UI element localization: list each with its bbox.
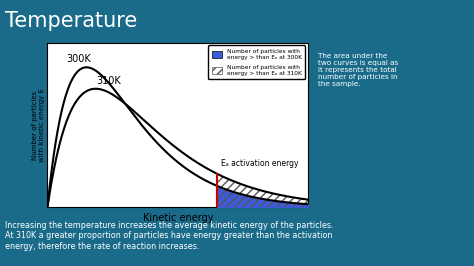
X-axis label: Kinetic energy: Kinetic energy (143, 213, 213, 223)
Text: Increasing the temperature increases the average kinetic energy of the particles: Increasing the temperature increases the… (5, 221, 333, 251)
Text: Eₐ activation energy: Eₐ activation energy (221, 159, 298, 168)
Text: 310K: 310K (96, 76, 121, 86)
Y-axis label: Number of particles
with kinetic energy E: Number of particles with kinetic energy … (32, 88, 45, 162)
Text: The area under the
two curves is equal as
it represents the total
number of part: The area under the two curves is equal a… (318, 53, 398, 87)
Legend: Number of particles with
energy > than Eₐ at 300K, Number of particles with
ener: Number of particles with energy > than E… (208, 45, 305, 79)
Text: Temperature: Temperature (5, 11, 137, 31)
Text: 300K: 300K (66, 54, 91, 64)
